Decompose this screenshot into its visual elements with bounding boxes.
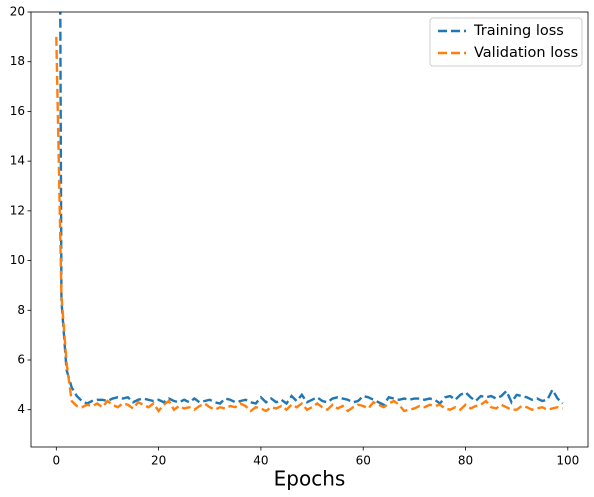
y-tick-label: 12 (10, 203, 25, 217)
x-tick-label: 0 (52, 454, 60, 468)
x-tick-label: 60 (356, 454, 371, 468)
x-tick-label: 20 (151, 454, 166, 468)
loss-line (59, 12, 564, 407)
y-tick-label: 4 (17, 402, 25, 416)
legend-box (429, 17, 583, 67)
y-tick-label: 14 (10, 154, 25, 168)
y-tick-label: 18 (10, 54, 25, 68)
loss-line (55, 36, 563, 413)
legend-label: Training loss (473, 23, 564, 39)
plot-frame (30, 11, 589, 448)
y-tick-label: 6 (17, 353, 25, 367)
x-axis-label: Epochs (274, 467, 346, 491)
y-tick-label: 16 (10, 104, 25, 118)
y-tick-label: 8 (17, 303, 25, 317)
plot-lines (55, 12, 564, 413)
y-tick-label: 10 (10, 253, 25, 267)
x-tick-label: 40 (253, 454, 268, 468)
x-tick-label: 100 (556, 454, 579, 468)
legend-label: Validation loss (474, 45, 578, 61)
x-tick-label: 80 (458, 454, 473, 468)
y-tick-label: 20 (10, 5, 25, 19)
